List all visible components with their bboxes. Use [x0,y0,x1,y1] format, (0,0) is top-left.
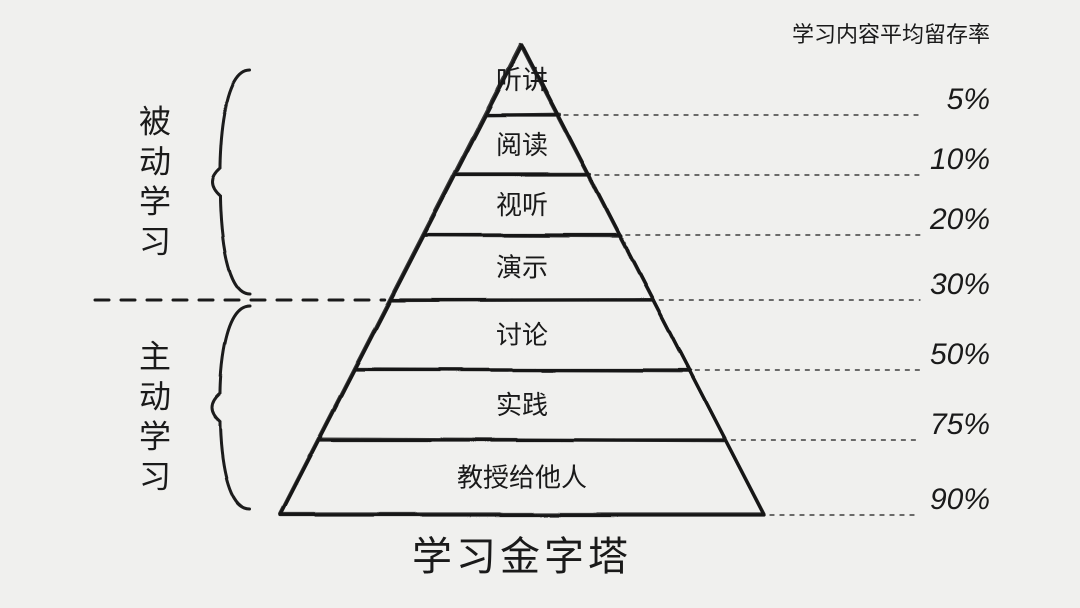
percent-value: 5% [947,83,990,116]
percent-value: 50% [930,338,990,371]
diagram-title: 学习金字塔 [412,535,632,579]
level-label: 教授给他人 [457,463,587,493]
retention-header: 学习内容平均留存率 [792,22,990,47]
svg-text:动: 动 [139,379,171,415]
percent-value: 10% [930,143,990,176]
svg-text:被: 被 [139,104,171,140]
svg-text:习: 习 [139,224,171,260]
svg-text:学: 学 [139,184,171,220]
level-label: 演示 [496,253,548,283]
level-label: 视听 [496,190,548,220]
percent-value: 90% [930,483,990,516]
level-label: 讨论 [496,320,548,350]
level-label: 听讲 [496,65,548,95]
svg-text:主: 主 [139,339,171,375]
svg-text:学: 学 [139,419,171,455]
percent-value: 20% [929,203,990,236]
percent-value: 30% [930,268,990,301]
svg-text:习: 习 [139,459,171,495]
level-label: 阅读 [496,130,548,160]
learning-pyramid: 学习内容平均留存率 5% 10% 20% 30% 50% 75% 90% 听讲阅读视听演示讨… [0,0,1080,608]
svg-text:动: 动 [139,144,171,180]
level-label: 实践 [496,390,548,420]
percent-value: 75% [930,408,990,441]
